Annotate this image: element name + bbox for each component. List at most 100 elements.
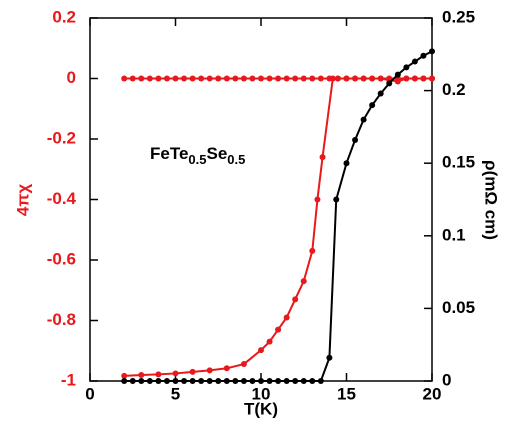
point (275, 75, 282, 82)
point (343, 160, 350, 167)
point (206, 75, 213, 82)
point (266, 378, 273, 384)
x-tick-label: 10 (252, 384, 271, 403)
point (223, 378, 230, 384)
y-tick-label: -0.6 (47, 249, 76, 268)
point (240, 378, 247, 384)
point (138, 75, 145, 82)
y-axis-label: 4πχ (13, 184, 32, 216)
y-tick-label: -0.4 (47, 189, 77, 208)
point (155, 371, 162, 378)
point (411, 58, 418, 65)
point (317, 378, 324, 384)
point (249, 378, 256, 384)
point (300, 278, 307, 285)
x-tick-label: 20 (423, 384, 442, 403)
point (240, 361, 247, 368)
point (394, 71, 401, 78)
point (240, 75, 247, 82)
point (172, 370, 179, 377)
point (121, 75, 128, 82)
y-tick-label: -1 (61, 370, 76, 389)
point (377, 75, 384, 82)
y2-tick-label: 0.15 (442, 153, 475, 172)
y2-tick-label: 0 (442, 370, 451, 389)
point (275, 378, 282, 384)
point (163, 378, 170, 384)
y-tick-label: 0.2 (52, 7, 76, 26)
point (369, 75, 376, 82)
point (309, 378, 316, 384)
point (292, 75, 299, 82)
point (206, 378, 213, 384)
x-axis-label: T(K) (244, 399, 278, 418)
point (258, 347, 264, 354)
point (232, 378, 239, 384)
point (309, 247, 316, 254)
point (189, 75, 196, 82)
y2-tick-label: 0.25 (442, 7, 475, 26)
annotation-part: Se (207, 144, 228, 163)
point (283, 75, 290, 82)
y2-tick-label: 0.1 (442, 225, 466, 244)
point (352, 136, 359, 143)
point (309, 75, 316, 82)
point (319, 154, 326, 161)
point (181, 75, 188, 82)
point (266, 75, 273, 82)
point (172, 378, 179, 384)
point (146, 75, 153, 82)
y2-tick-label: 0.2 (442, 80, 466, 99)
point (206, 367, 213, 374)
point (138, 371, 145, 378)
point (129, 378, 136, 384)
point (189, 378, 196, 384)
point (146, 378, 153, 384)
point (283, 314, 290, 321)
point (411, 75, 418, 82)
point (172, 75, 179, 82)
point (360, 75, 367, 82)
point (420, 52, 427, 59)
point (292, 378, 299, 384)
point (198, 378, 205, 384)
y-tick-label: 0 (67, 68, 76, 87)
point (334, 75, 341, 82)
point (360, 116, 367, 123)
point (258, 378, 264, 384)
point (249, 75, 256, 82)
point (403, 75, 410, 82)
point (266, 338, 273, 345)
x-tick-label: 0 (85, 384, 94, 403)
point (326, 354, 333, 361)
y2-tick-label: 0.05 (442, 298, 475, 317)
point (292, 296, 299, 303)
point (429, 75, 435, 82)
annotation-part: 0.5 (227, 152, 245, 167)
point (121, 378, 128, 384)
plot-frame (89, 17, 433, 382)
point (333, 196, 340, 203)
point (223, 75, 230, 82)
x-tick-label: 5 (171, 384, 180, 403)
point (429, 48, 435, 55)
point (163, 75, 170, 82)
point (198, 75, 205, 82)
point (138, 378, 145, 384)
y2-axis-label: ρ(mΩ cm) (482, 160, 501, 240)
y-tick-label: -0.8 (47, 310, 76, 329)
point (386, 80, 393, 87)
point (189, 368, 196, 375)
point (155, 378, 162, 384)
point (258, 75, 264, 82)
point (129, 75, 136, 82)
point (215, 75, 222, 82)
point (300, 378, 307, 384)
point (232, 75, 239, 82)
y-tick-label: -0.2 (47, 128, 76, 147)
point (283, 378, 290, 384)
x-tick-label: 15 (337, 384, 356, 403)
annotation-part: 0.5 (188, 152, 206, 167)
